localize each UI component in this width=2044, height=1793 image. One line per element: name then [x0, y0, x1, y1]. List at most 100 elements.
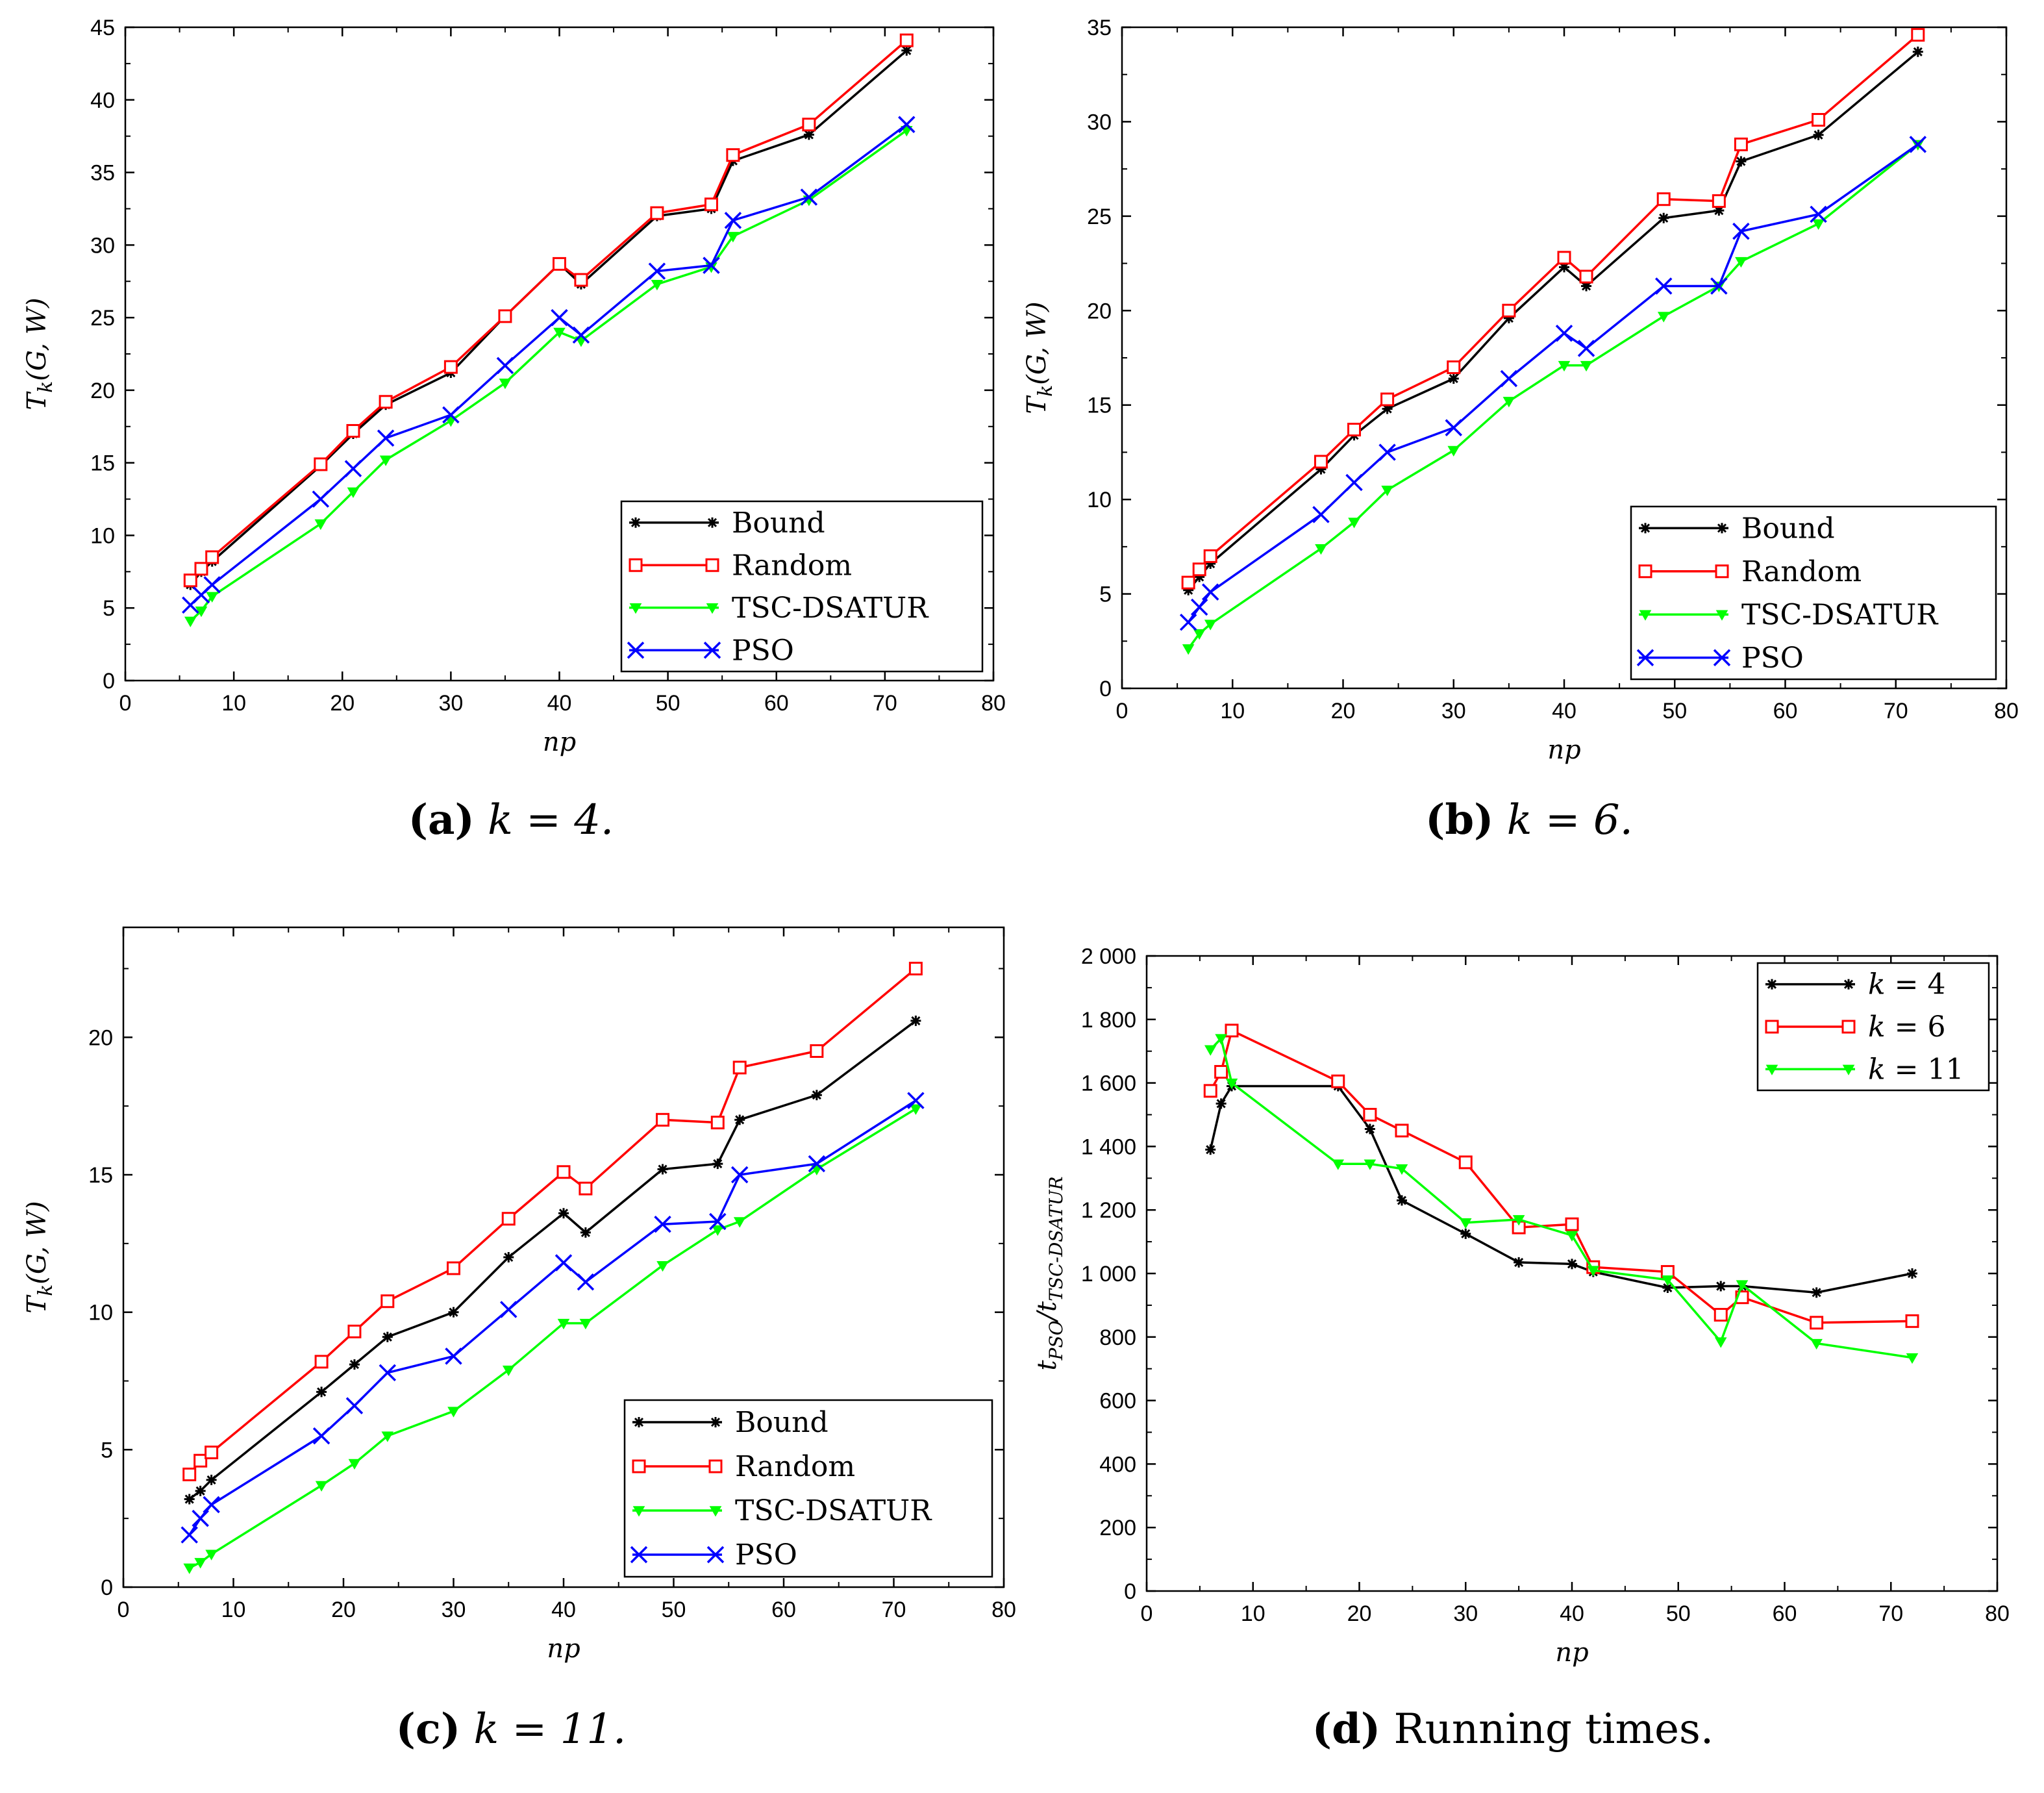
chart-a-point-random	[726, 148, 740, 162]
caption-d: (d) Running times.	[1312, 1705, 1714, 1753]
chart-d-ytick-label: 0	[1124, 1579, 1136, 1604]
chart-a-point-pso	[724, 212, 742, 229]
chart-d-point-k-11	[1215, 1034, 1227, 1045]
chart-a-point-pso	[442, 406, 460, 424]
chart-b-point-bound	[1183, 584, 1194, 596]
chart-c-point-tsc-dsatur	[381, 1431, 394, 1442]
chart-a-point-random	[650, 206, 664, 220]
chart-b-xtick-label: 20	[1331, 699, 1356, 723]
chart-c: 0 10 20 30 40 50 60 70 80 0 5 10 15 20 np Tk(G, W) Bound…	[22, 926, 1016, 1664]
chart-b-point-bound	[1205, 558, 1216, 570]
chart-d-legend: k = 4 k = 6 k = 11	[1756, 962, 1990, 1092]
chart-d-point-k-11	[1204, 1045, 1217, 1056]
chart-c-point-bound	[657, 1164, 668, 1175]
chart-d-point-k-4	[1397, 1195, 1407, 1206]
chart-a-xtick-label: 40	[547, 691, 572, 716]
caption-a: (a) k = 4.	[408, 796, 614, 844]
chart-d-point-k-11	[1906, 1353, 1919, 1364]
chart-d-ytick-label: 400	[1099, 1452, 1136, 1477]
chart-b-point-random	[1712, 194, 1726, 208]
chart-b-ytick-label: 35	[1087, 16, 1112, 40]
chart-b-xtick-label: 70	[1884, 699, 1908, 723]
chart-c-ytick-label: 10	[88, 1301, 113, 1325]
chart-d-legend-marker	[1842, 1064, 1855, 1075]
chart-b-point-tsc-dsatur	[1182, 644, 1195, 655]
chart-c-point-pso	[577, 1273, 595, 1291]
chart-d-ytick-label: 1 600	[1081, 1072, 1136, 1096]
chart-b-xtick-label: 60	[1773, 699, 1798, 723]
chart-c-point-pso	[808, 1155, 826, 1173]
chart-c-series-pso	[181, 1092, 925, 1544]
chart-c-xtick-label: 40	[551, 1598, 576, 1622]
chart-b-point-bound	[1194, 571, 1205, 583]
chart-c-ytick-label: 20	[88, 1025, 113, 1050]
chart-c-legend-marker	[710, 1417, 721, 1427]
chart-c-point-random	[193, 1453, 208, 1468]
chart-b-xtick-label: 30	[1441, 699, 1466, 723]
chart-c-legend-marker	[632, 1459, 646, 1473]
chart-c-point-bound	[910, 1015, 921, 1026]
chart-d-legend-marker	[1843, 979, 1854, 990]
caption-d-label: (d)	[1312, 1705, 1381, 1753]
chart-b-point-pso	[1810, 205, 1827, 223]
chart-a-point-tsc-dsatur	[347, 487, 360, 498]
chart-b-point-bound	[1559, 262, 1569, 273]
chart-d-line-k-4	[1209, 1085, 1913, 1294]
chart-a-ylabel: Tk(G, W)	[22, 297, 57, 410]
chart-a-series-random	[183, 33, 914, 588]
chart-a-point-tsc-dsatur	[379, 455, 392, 466]
chart-c-point-pso	[192, 1509, 209, 1527]
chart-b-point-bound	[1658, 212, 1669, 223]
chart-b-ytick-label: 10	[1087, 488, 1112, 512]
chart-d-point-k-6	[1458, 1155, 1473, 1170]
chart-b-xlabel: np	[1547, 735, 1580, 765]
chart-b-xtick-label: 0	[1116, 699, 1128, 723]
chart-b-point-tsc-dsatur	[1558, 360, 1571, 372]
chart-c-point-pso	[555, 1254, 573, 1272]
chart-b-point-random	[1734, 137, 1748, 151]
chart-b-ytick-label: 25	[1087, 205, 1112, 229]
caption-a-label: (a)	[408, 796, 475, 844]
chart-b-point-pso	[1732, 222, 1750, 240]
chart-b-point-random	[1557, 251, 1571, 265]
chart-a-series-pso	[182, 116, 916, 614]
chart-c-point-tsc-dsatur	[315, 1481, 328, 1492]
chart-b-point-pso	[1445, 419, 1462, 436]
chart-c-xlabel: np	[547, 1634, 580, 1664]
chart-b-legend-marker	[1715, 610, 1728, 621]
chart-c-point-pso	[709, 1212, 727, 1231]
chart-c-point-bound	[206, 1474, 217, 1485]
caption-b: (b) k = 6.	[1425, 796, 1633, 844]
chart-d-point-k-4	[1364, 1123, 1375, 1135]
chart-d-point-k-11	[1225, 1078, 1238, 1090]
chart-b-legend-label: TSC-DSATUR	[1741, 598, 1939, 631]
chart-d-point-k-4	[1715, 1281, 1726, 1292]
chart-c-point-random	[810, 1044, 824, 1058]
chart-a-point-random	[194, 562, 208, 576]
chart-d-point-k-6	[1565, 1217, 1579, 1231]
chart-c-xtick-label: 20	[331, 1598, 356, 1622]
chart-c-point-pso	[730, 1166, 749, 1184]
caption-b-label: (b)	[1425, 796, 1494, 844]
chart-a-xtick-label: 80	[981, 691, 1006, 716]
chart-b-point-tsc-dsatur	[1447, 445, 1460, 457]
chart-a-point-tsc-dsatur	[651, 279, 664, 291]
chart-a-legend-label: Bound	[732, 507, 825, 540]
chart-c-point-pso	[203, 1496, 220, 1514]
chart-d-series-k-4	[1205, 1081, 1917, 1298]
chart-d-legend-marker	[1765, 1020, 1779, 1034]
chart-b-point-pso	[1654, 277, 1673, 295]
chart-b-point-pso	[1345, 473, 1363, 492]
chart-c-point-random	[205, 1446, 219, 1460]
chart-a-point-random	[574, 273, 588, 287]
chart-b-point-bound	[1813, 129, 1824, 140]
chart-d-legend-label: k = 6	[1868, 1010, 1946, 1044]
chart-b-point-bound	[1736, 156, 1747, 167]
chart-a-point-random	[443, 360, 458, 374]
chart-a-xtick-label: 70	[873, 691, 897, 716]
chart-d-legend-marker	[1765, 1064, 1778, 1075]
chart-b-line-random	[1187, 34, 1919, 584]
chart-d-legend-label: k = 11	[1868, 1053, 1964, 1086]
chart-d-legend-label: k = 4	[1868, 968, 1946, 1001]
chart-b-series-pso	[1179, 136, 1927, 631]
